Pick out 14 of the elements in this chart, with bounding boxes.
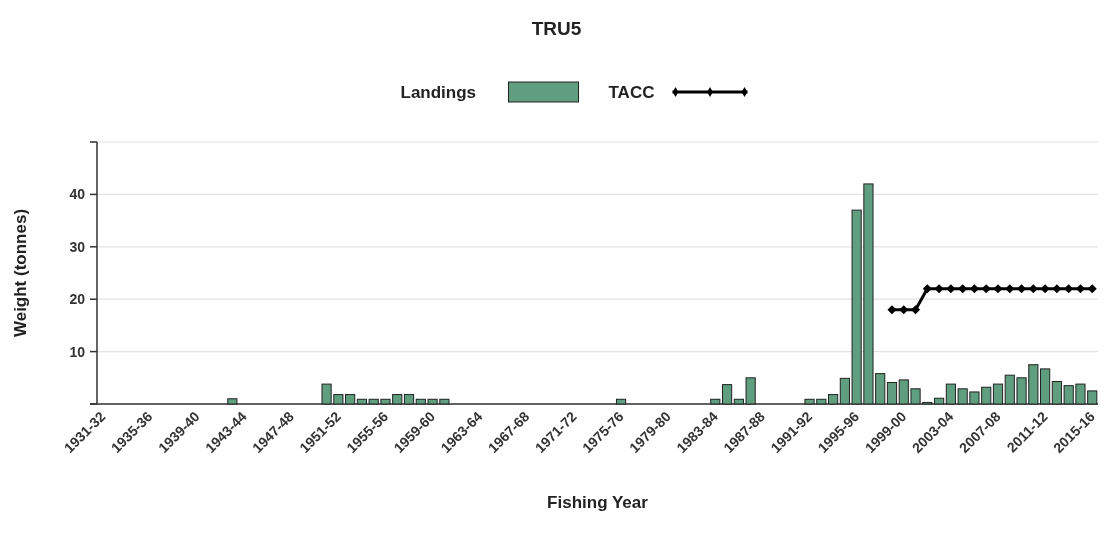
legend-label: Landings (400, 83, 477, 102)
x-axis-title: Fishing Year (547, 493, 649, 512)
bar (227, 398, 238, 405)
bar (992, 383, 1004, 405)
legend-label: TACC (608, 83, 655, 102)
y-tick-label: 10 (69, 343, 86, 360)
y-tick-label: 40 (69, 186, 86, 203)
y-tick-label: 30 (69, 238, 86, 255)
y-axis-title: Weight (tonnes) (11, 208, 30, 338)
y-tick-label: 20 (69, 291, 86, 308)
bar (615, 398, 627, 405)
chart-title: TRU5 (531, 18, 582, 39)
bar (403, 394, 415, 405)
bar (886, 382, 898, 405)
